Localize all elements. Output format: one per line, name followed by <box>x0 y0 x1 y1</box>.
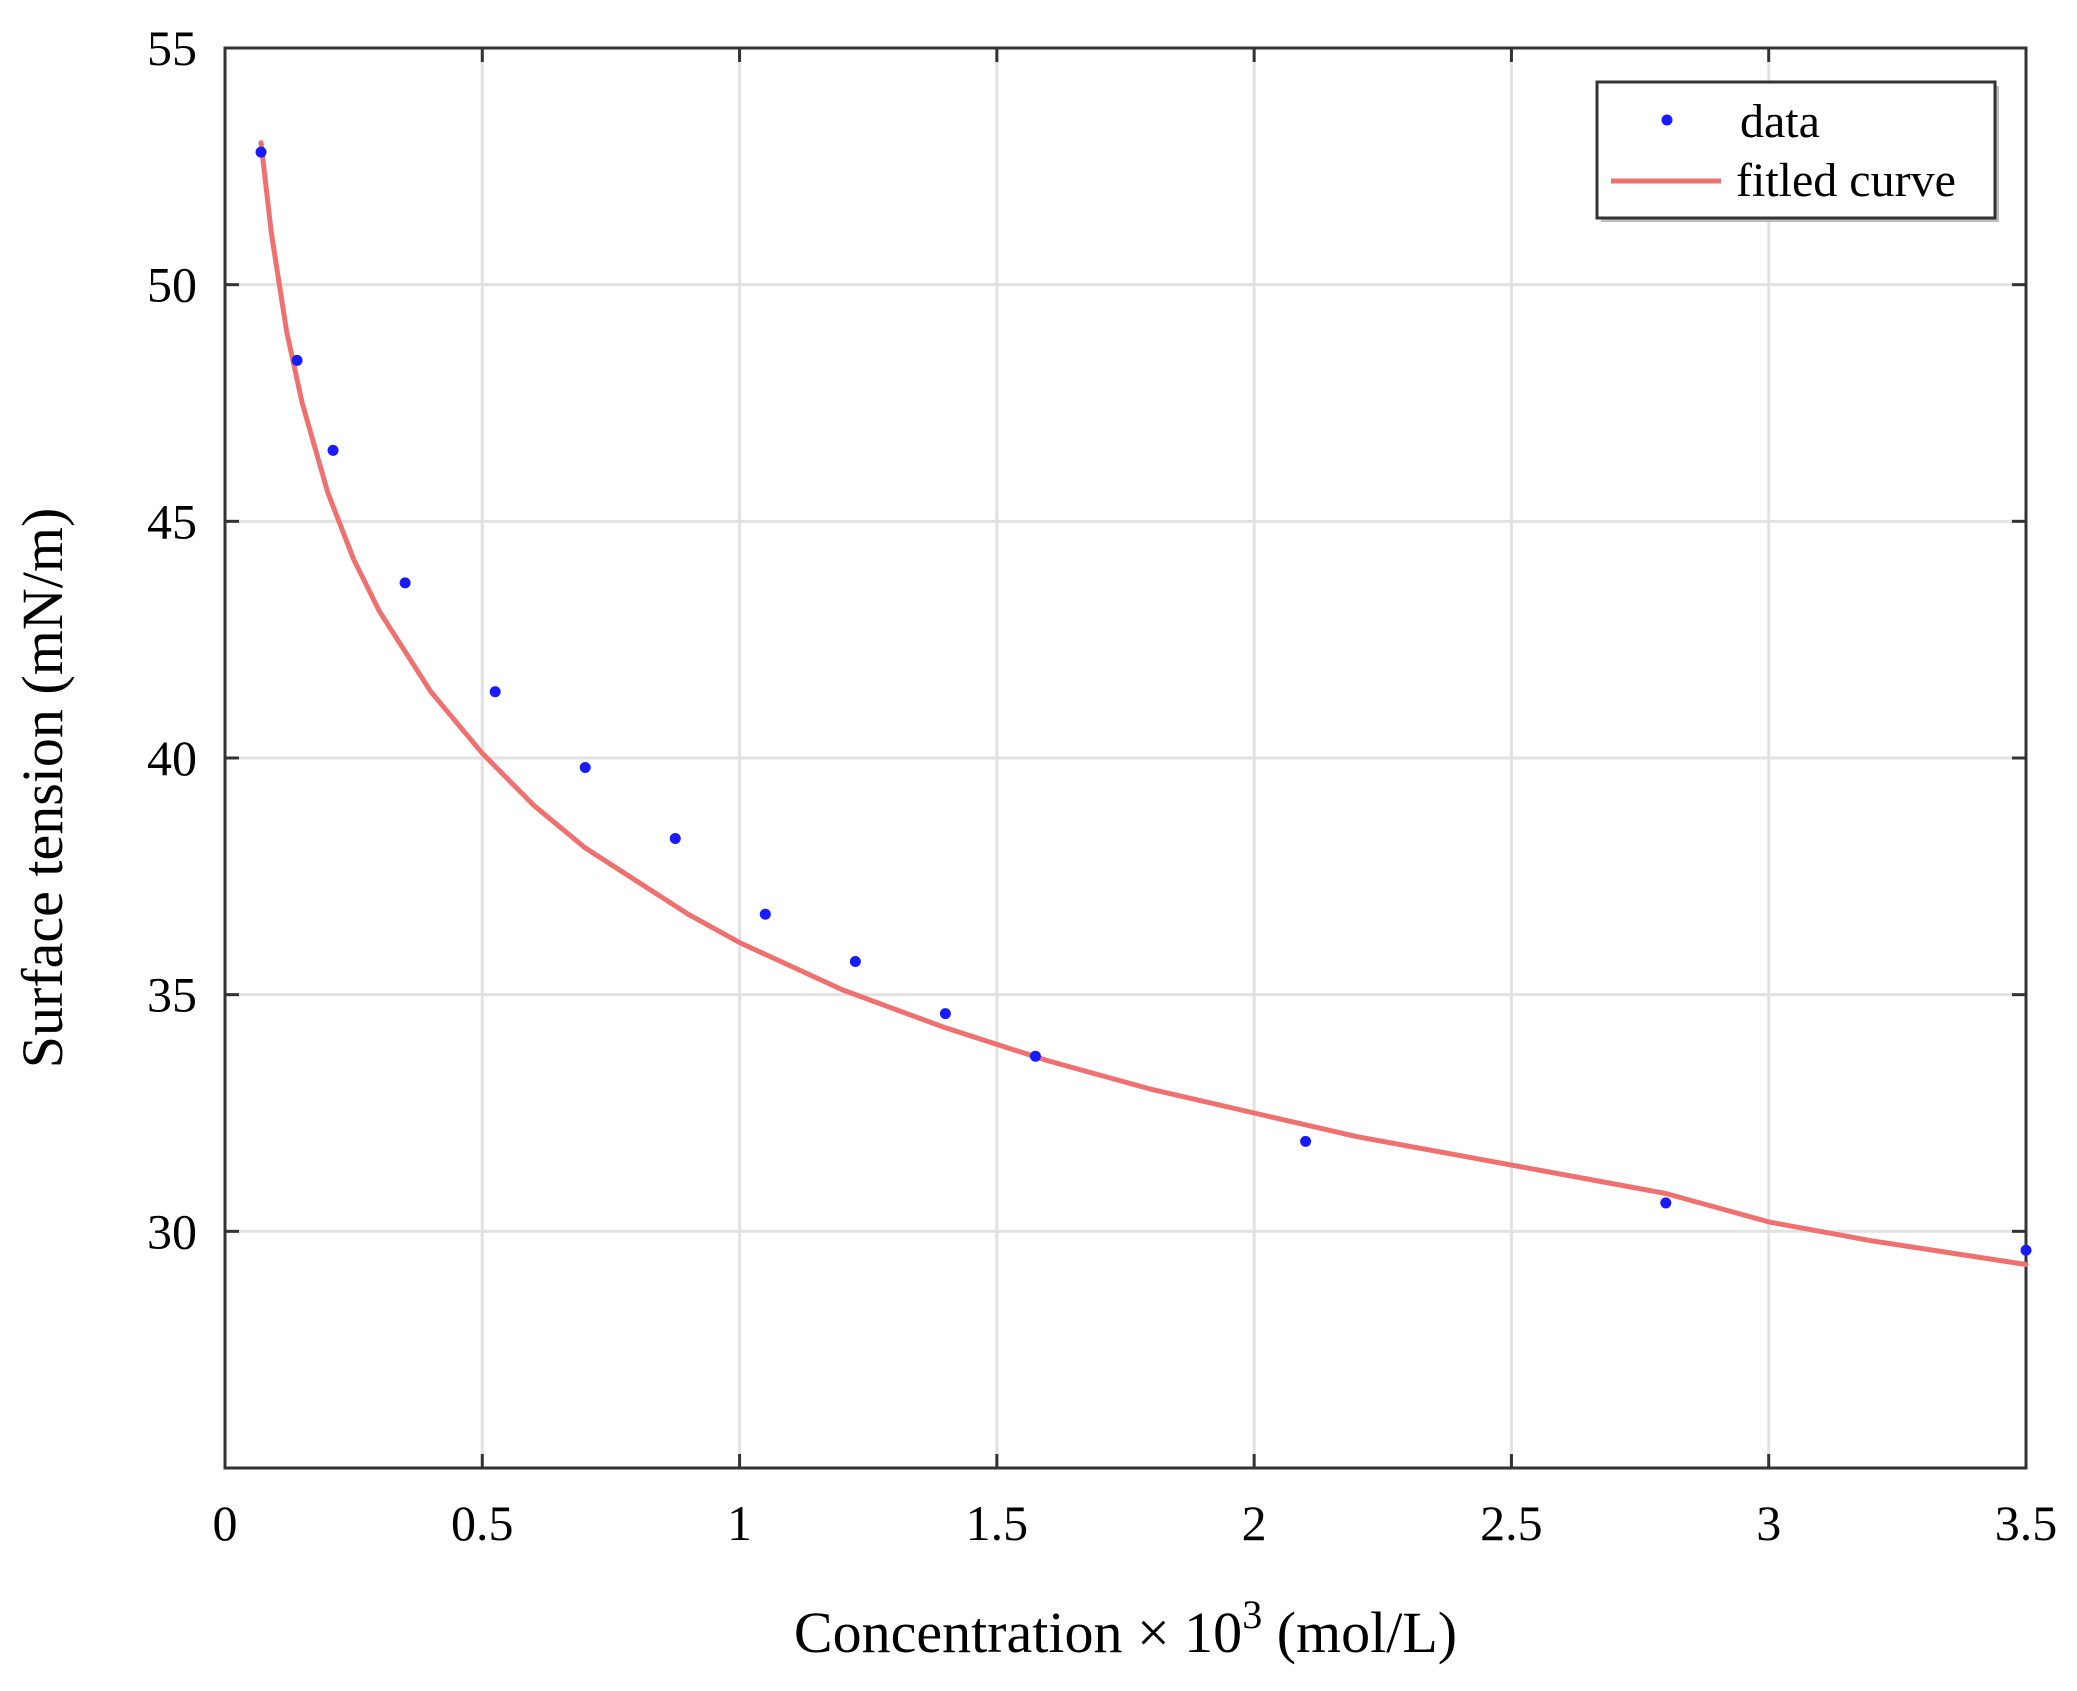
x-tick-label-5: 2.5 <box>1480 1495 1543 1551</box>
x-axis-tick-labels: 0 0.5 1 1.5 2 2.5 3 3.5 <box>213 1495 2058 1551</box>
y-tick-label-5: 55 <box>147 20 197 76</box>
data-point-9 <box>939 1008 951 1020</box>
data-point-11 <box>1300 1135 1312 1147</box>
data-point-12 <box>1660 1197 1672 1209</box>
data-point-2 <box>327 444 339 456</box>
y-tick-label-2: 40 <box>147 730 197 786</box>
legend-box <box>1595 80 1997 220</box>
x-tick-label-1: 0.5 <box>451 1495 514 1551</box>
data-point-1 <box>291 354 303 366</box>
data-point-3 <box>399 577 411 589</box>
axis-ticks <box>223 46 2028 1468</box>
x-tick-label-0: 0 <box>213 1495 238 1551</box>
data-point-13 <box>2020 1244 2032 1256</box>
x-tick-label-7: 3.5 <box>1995 1495 2058 1551</box>
fitted-curve-line <box>258 140 2029 1267</box>
x-tick-label-6: 3 <box>1756 1495 1781 1551</box>
x-tick-label-2: 1 <box>727 1495 752 1551</box>
data-point-5 <box>579 761 591 773</box>
grid-lines <box>225 48 2026 1468</box>
data-point-0 <box>255 146 267 158</box>
x-tick-label-3: 1.5 <box>966 1495 1029 1551</box>
series-layer <box>255 140 2032 1267</box>
y-axis-tick-labels: 30 35 40 45 50 55 <box>147 20 197 1259</box>
legend: data fitled curve <box>1595 80 1999 222</box>
y-tick-label-1: 35 <box>147 967 197 1023</box>
x-axis-title-unit: (mol/L) <box>1262 1600 1457 1665</box>
data-point-8 <box>849 956 861 968</box>
data-point-7 <box>759 908 771 920</box>
data-point-4 <box>489 686 501 698</box>
legend-curve-label: fitled curve <box>1736 154 1956 207</box>
y-tick-label-3: 45 <box>147 493 197 549</box>
x-axis-title: Concentration × 103 (mol/L) <box>794 1592 1457 1665</box>
x-axis-title-main: Concentration × 10 <box>794 1600 1242 1665</box>
y-tick-label-0: 30 <box>147 1203 197 1259</box>
y-tick-label-4: 50 <box>147 257 197 313</box>
legend-data-label: data <box>1740 95 1820 148</box>
x-tick-label-4: 2 <box>1242 1495 1267 1551</box>
x-axis-title-superscript: 3 <box>1242 1592 1262 1637</box>
legend-data-marker <box>1661 114 1673 126</box>
data-point-10 <box>1029 1050 1041 1062</box>
y-axis-title: Surface tension (mN/m) <box>10 508 75 1069</box>
data-point-6 <box>669 832 681 844</box>
